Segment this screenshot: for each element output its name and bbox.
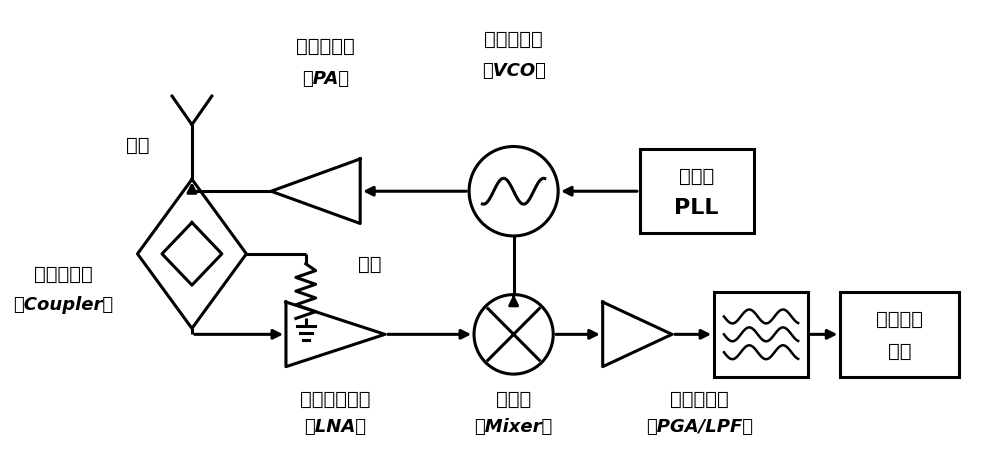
Text: 压控振荡器: 压控振荡器	[484, 30, 543, 49]
Text: 混频器: 混频器	[496, 389, 531, 408]
Text: 数字处理: 数字处理	[876, 309, 923, 328]
Circle shape	[469, 147, 558, 237]
Text: （Mixer）: （Mixer）	[474, 417, 553, 435]
Text: （Coupler）: （Coupler）	[13, 295, 113, 313]
Text: 定向耦合器: 定向耦合器	[34, 265, 93, 283]
Text: 模块: 模块	[888, 341, 911, 360]
Polygon shape	[286, 303, 385, 367]
Text: 功率放大器: 功率放大器	[296, 36, 355, 56]
Bar	[840, 293, 959, 377]
Text: 低噪声放大器: 低噪声放大器	[300, 389, 371, 408]
Text: 电阻: 电阻	[358, 255, 382, 273]
Polygon shape	[603, 303, 672, 367]
Polygon shape	[271, 160, 360, 224]
Bar	[714, 293, 808, 377]
Text: 中频放大器: 中频放大器	[670, 389, 729, 408]
Text: （VCO）: （VCO）	[482, 62, 546, 80]
Text: PLL: PLL	[674, 197, 719, 217]
Text: （LNA）: （LNA）	[304, 417, 366, 435]
Text: 天线: 天线	[126, 136, 149, 155]
Bar	[640, 150, 754, 234]
Text: 锁相环: 锁相环	[679, 167, 714, 185]
Text: （PGA/LPF）: （PGA/LPF）	[646, 417, 753, 435]
Circle shape	[474, 295, 553, 374]
Polygon shape	[137, 180, 246, 329]
Text: （PA）: （PA）	[302, 70, 349, 88]
